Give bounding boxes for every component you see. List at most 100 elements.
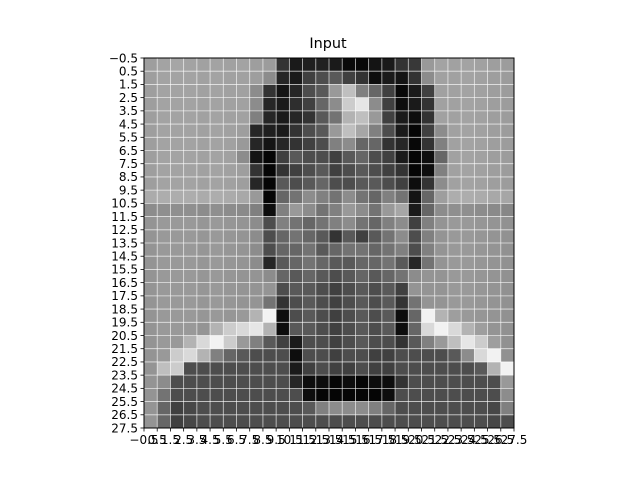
heatmap-cell: [421, 137, 436, 151]
heatmap-cell: [461, 203, 475, 217]
heatmap-cell: [249, 216, 264, 231]
heatmap-cell: [461, 97, 475, 112]
heatmap-cell: [408, 203, 422, 217]
heatmap-cell: [302, 388, 317, 402]
heatmap-cell: [329, 58, 343, 72]
heatmap-cell: [355, 84, 369, 98]
heatmap-cell: [395, 361, 409, 376]
heatmap-cell: [236, 84, 251, 98]
heatmap-cell: [210, 84, 224, 98]
heatmap-cell: [408, 150, 422, 165]
heatmap-cell: [329, 335, 343, 350]
heatmap-cell: [170, 58, 184, 72]
heatmap-cell: [381, 229, 396, 244]
heatmap-cell: [223, 71, 237, 85]
heatmap-cell: [355, 163, 369, 178]
heatmap-cell: [157, 322, 171, 336]
heatmap-cell: [487, 163, 502, 178]
heatmap-cell: [474, 229, 488, 244]
heatmap-cell: [289, 176, 303, 191]
heatmap-cell: [236, 58, 251, 72]
y-tick-label: 0.5: [119, 65, 138, 79]
heatmap-cell: [395, 375, 409, 389]
heatmap-cell: [474, 163, 488, 178]
heatmap-cell: [395, 348, 409, 363]
heatmap-cell: [395, 150, 409, 165]
heatmap-cell: [315, 110, 330, 125]
heatmap-cell: [355, 309, 369, 323]
heatmap-cell: [447, 84, 462, 98]
heatmap-cell: [381, 375, 396, 389]
heatmap-cell: [210, 322, 224, 336]
heatmap-cell: [395, 269, 409, 283]
heatmap-cell: [461, 190, 475, 204]
heatmap-cell: [381, 348, 396, 363]
heatmap-cell: [157, 348, 171, 363]
y-tick-label: 15.5: [111, 263, 138, 277]
heatmap-cell: [170, 414, 184, 429]
heatmap-cell: [381, 203, 396, 217]
x-tick-label: 7.5: [240, 433, 259, 447]
heatmap-cell: [329, 84, 343, 98]
heatmap-cell: [329, 124, 343, 138]
heatmap-cell: [342, 295, 356, 310]
y-tick-label: 18.5: [111, 302, 138, 316]
heatmap-cell: [210, 137, 224, 151]
heatmap-cell: [223, 309, 237, 323]
heatmap-cell: [223, 243, 237, 257]
heatmap-cell: [183, 203, 198, 217]
heatmap-cell: [223, 137, 237, 151]
heatmap-cell: [408, 256, 422, 270]
heatmap-cell: [381, 256, 396, 270]
heatmap-cell: [315, 150, 330, 165]
heatmap-cell: [302, 124, 317, 138]
heatmap-cell: [276, 84, 290, 98]
heatmap-cell: [210, 190, 224, 204]
heatmap-cell: [381, 335, 396, 350]
heatmap-cell: [447, 71, 462, 85]
heatmap-cell: [355, 150, 369, 165]
heatmap-cell: [447, 256, 462, 270]
heatmap-cell: [170, 150, 184, 165]
heatmap-cell: [500, 203, 515, 217]
heatmap-cell: [196, 58, 211, 72]
y-tick-label: 19.5: [111, 316, 138, 330]
heatmap-cell: [447, 282, 462, 297]
heatmap-cell: [157, 388, 171, 402]
heatmap-cell: [196, 348, 211, 363]
heatmap-cell: [487, 110, 502, 125]
heatmap-cell: [183, 110, 198, 125]
heatmap-cell: [421, 414, 436, 429]
y-tick-label: 1.5: [119, 78, 138, 92]
heatmap-cell: [302, 84, 317, 98]
heatmap-cell: [487, 348, 502, 363]
heatmap-cell: [355, 229, 369, 244]
heatmap-cell: [474, 176, 488, 191]
heatmap-cell: [210, 110, 224, 125]
heatmap-cell: [342, 203, 356, 217]
heatmap-cell: [223, 335, 237, 350]
heatmap-cell: [368, 401, 383, 416]
heatmap-cell: [487, 229, 502, 244]
heatmap-cell: [196, 401, 211, 416]
heatmap-cell: [223, 229, 237, 244]
heatmap-cell: [144, 309, 158, 323]
heatmap-cell: [144, 163, 158, 178]
heatmap-cell: [434, 229, 449, 244]
heatmap-cell: [276, 58, 290, 72]
heatmap-cell: [144, 229, 158, 244]
heatmap-cell: [302, 190, 317, 204]
heatmap-cell: [329, 203, 343, 217]
heatmap-cell: [487, 309, 502, 323]
heatmap-cell: [461, 58, 475, 72]
heatmap-cell: [461, 388, 475, 402]
heatmap-cell: [342, 269, 356, 283]
heatmap-cell: [421, 361, 436, 376]
heatmap-cell: [210, 203, 224, 217]
heatmap-cell: [461, 375, 475, 389]
heatmap-cell: [342, 84, 356, 98]
heatmap-cell: [381, 150, 396, 165]
heatmap-cell: [487, 401, 502, 416]
heatmap-cell: [210, 269, 224, 283]
heatmap-cell: [210, 71, 224, 85]
